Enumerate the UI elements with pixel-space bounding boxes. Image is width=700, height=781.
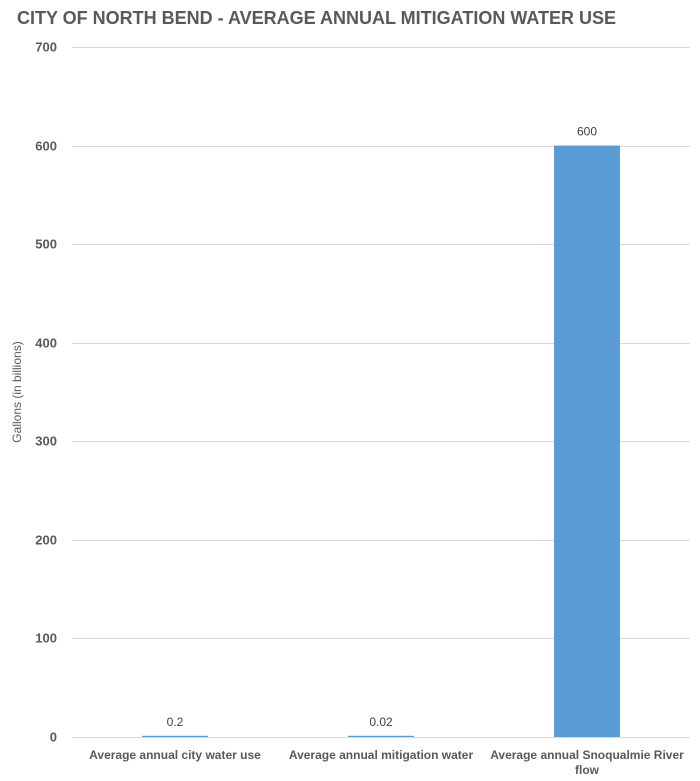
data-label: 0.02: [369, 715, 393, 729]
y-tick-label: 600: [35, 139, 57, 154]
data-labels: 0.2 0.02 600: [167, 125, 598, 729]
y-tick-label: 300: [35, 434, 57, 449]
y-axis-ticks: 0 100 200 300 400 500 600 700: [35, 40, 57, 745]
chart-title: CITY OF NORTH BEND - AVERAGE ANNUAL MITI…: [17, 8, 616, 28]
y-tick-label: 0: [50, 730, 57, 745]
x-category-label: flow: [575, 763, 600, 777]
data-label: 0.2: [167, 715, 184, 729]
bars: [142, 145, 620, 738]
x-category-label: Average annual mitigation water: [289, 748, 474, 762]
y-tick-label: 400: [35, 336, 57, 351]
y-tick-label: 100: [35, 631, 57, 646]
y-tick-label: 200: [35, 533, 57, 548]
bar: [142, 735, 208, 737]
gridlines: [72, 47, 690, 738]
y-axis-label: Gallons (in billions): [10, 341, 24, 442]
data-label: 600: [577, 125, 597, 139]
bar: [348, 735, 414, 737]
bar: [554, 145, 620, 738]
x-axis-categories: Average annual city water use Average ann…: [89, 748, 684, 777]
x-category-label: Average annual city water use: [89, 748, 261, 762]
x-category-label: Average annual Snoqualmie River: [490, 748, 684, 762]
y-tick-label: 500: [35, 237, 57, 252]
y-tick-label: 700: [35, 40, 57, 55]
